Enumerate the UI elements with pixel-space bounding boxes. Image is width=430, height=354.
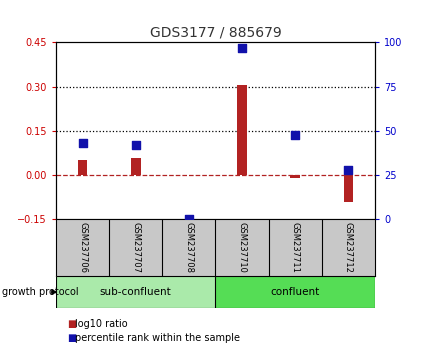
Bar <box>78 160 87 175</box>
Point <box>79 141 86 146</box>
Point <box>291 132 298 137</box>
Bar <box>56 276 215 308</box>
Text: GSM237710: GSM237710 <box>237 222 246 273</box>
Title: GDS3177 / 885679: GDS3177 / 885679 <box>149 26 281 40</box>
Bar <box>237 85 246 175</box>
Text: ■: ■ <box>67 333 76 343</box>
Text: GSM237711: GSM237711 <box>290 222 299 273</box>
Text: confluent: confluent <box>270 287 319 297</box>
Text: sub-confluent: sub-confluent <box>100 287 171 297</box>
Text: ■: ■ <box>67 319 76 329</box>
Point <box>344 167 351 173</box>
Bar <box>290 175 299 178</box>
Text: growth protocol: growth protocol <box>2 287 79 297</box>
Bar <box>343 175 352 202</box>
Text: log10 ratio: log10 ratio <box>75 319 128 329</box>
Point <box>238 45 245 51</box>
Text: percentile rank within the sample: percentile rank within the sample <box>75 333 240 343</box>
Text: GSM237706: GSM237706 <box>78 222 87 273</box>
Text: GSM237708: GSM237708 <box>184 222 193 273</box>
Bar <box>215 276 374 308</box>
Point <box>185 217 192 222</box>
Point <box>132 142 139 148</box>
Text: GSM237712: GSM237712 <box>343 222 352 273</box>
Bar <box>131 158 140 175</box>
Text: GSM237707: GSM237707 <box>131 222 140 273</box>
